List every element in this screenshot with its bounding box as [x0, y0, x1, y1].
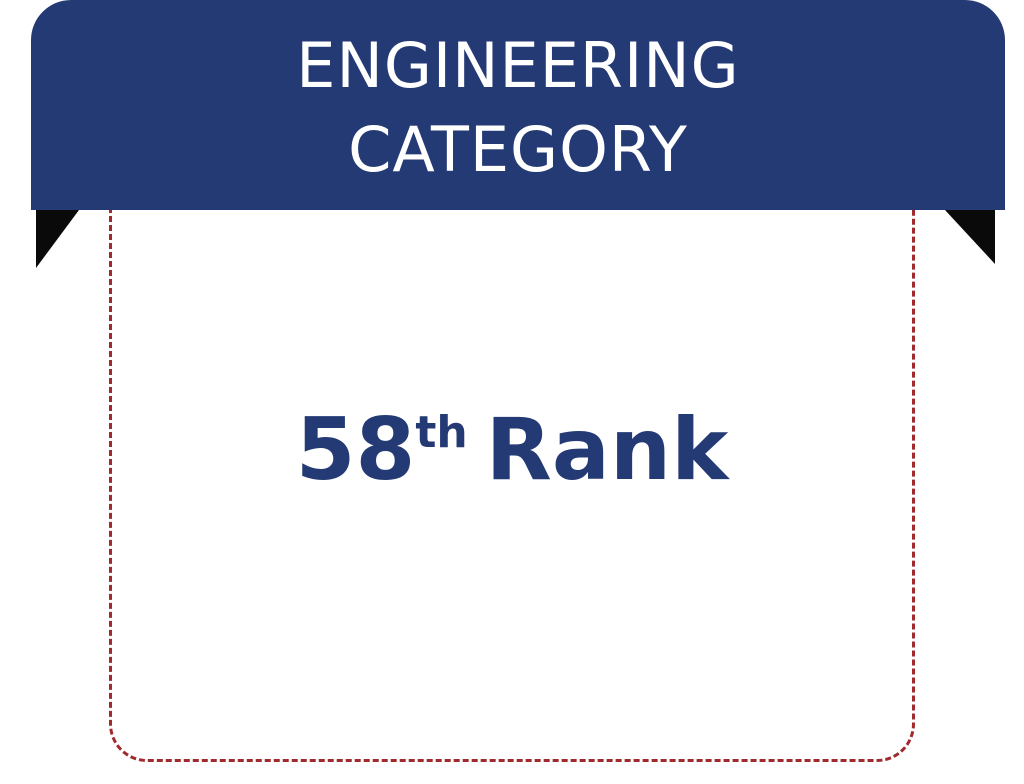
rank-card-border — [109, 150, 915, 762]
banner-line-2: CATEGORY — [348, 113, 688, 186]
category-banner: ENGINEERING CATEGORY — [31, 0, 1005, 210]
rank-number: 58 — [295, 400, 416, 500]
rank-text: 58th Rank — [0, 400, 1024, 500]
rank-suffix: th — [415, 407, 468, 458]
ribbon-fold-left — [36, 210, 79, 268]
ribbon-fold-right — [945, 210, 995, 264]
rank-label: Rank — [485, 400, 729, 500]
banner-line-1: ENGINEERING — [296, 29, 740, 102]
